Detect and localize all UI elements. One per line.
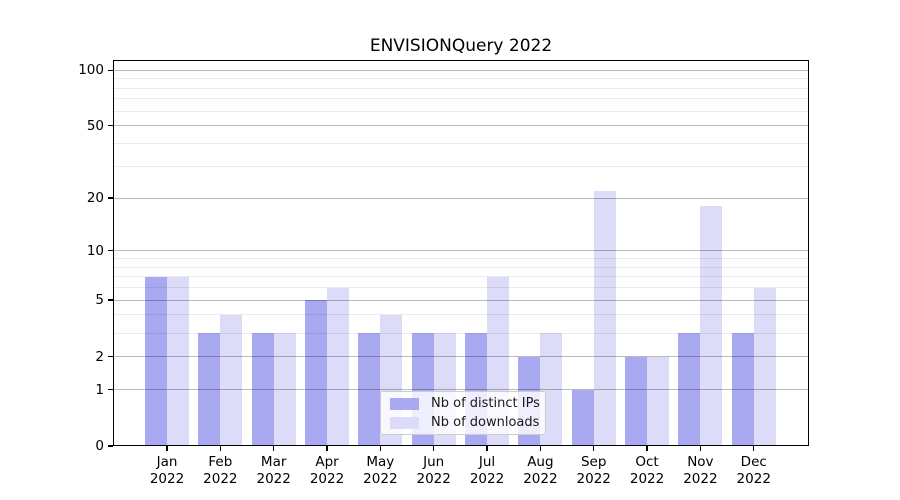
legend-swatch-distinct-ips <box>390 397 419 410</box>
x-tick-label: Jul 2022 <box>469 454 505 487</box>
bar-distinct-ips <box>731 333 754 446</box>
x-tick <box>433 446 435 451</box>
y-tick-label: 0 <box>95 438 104 454</box>
x-tick-label: Oct 2022 <box>629 454 665 487</box>
y-tick <box>107 299 113 301</box>
x-tick-label: Aug 2022 <box>523 454 558 487</box>
gridline-minor <box>113 87 809 89</box>
bar-downloads <box>700 206 723 446</box>
x-tick-label: Apr 2022 <box>309 454 345 487</box>
gridline-major <box>113 299 809 301</box>
y-tick-label: 10 <box>86 242 104 259</box>
x-tick <box>753 446 755 451</box>
x-tick <box>486 446 488 451</box>
bar-downloads <box>327 287 350 446</box>
gridline-major <box>113 69 809 71</box>
x-tick-label: Jan 2022 <box>149 454 185 487</box>
y-tick-label: 1 <box>95 381 104 398</box>
plot-area <box>113 60 809 446</box>
gridline-major <box>113 250 809 252</box>
y-tick-label: 2 <box>95 348 104 365</box>
y-tick-label: 50 <box>86 117 104 134</box>
x-tick <box>539 446 541 451</box>
legend-label-distinct-ips: Nb of distinct IPs <box>431 396 540 411</box>
bar-downloads <box>220 314 243 446</box>
x-tick-label: Jun 2022 <box>416 454 451 487</box>
bar-downloads <box>593 190 616 446</box>
x-tick-label: Mar 2022 <box>256 454 291 487</box>
gridline-minor <box>113 98 809 100</box>
gridline-minor <box>113 110 809 112</box>
x-tick <box>646 446 648 451</box>
y-tick <box>107 355 113 358</box>
bar-downloads <box>273 333 296 446</box>
bar-distinct-ips <box>358 333 381 446</box>
bar-distinct-ips <box>678 333 701 446</box>
x-tick <box>166 446 168 451</box>
bar-distinct-ips <box>251 333 274 446</box>
x-tick <box>273 446 275 451</box>
x-tick-label: May 2022 <box>363 454 398 487</box>
x-tick <box>699 446 701 451</box>
gridline-minor <box>113 287 809 289</box>
gridline-major <box>113 389 809 391</box>
bar-distinct-ips <box>198 333 221 446</box>
bar-distinct-ips <box>625 356 648 446</box>
gridline-minor <box>113 258 809 259</box>
y-tick-label: 5 <box>95 292 104 309</box>
x-tick <box>379 446 381 451</box>
gridline-minor <box>113 143 809 145</box>
legend-swatch-downloads <box>390 416 419 429</box>
bar-downloads <box>753 287 776 446</box>
bar-downloads <box>167 276 189 446</box>
bar-distinct-ips <box>145 276 167 446</box>
y-tick <box>107 197 113 199</box>
x-tick-label: Sep 2022 <box>576 454 611 487</box>
y-tick <box>107 250 113 252</box>
y-tick <box>107 125 113 127</box>
x-tick <box>326 446 328 451</box>
gridline-minor <box>113 165 809 167</box>
y-tick <box>107 388 113 391</box>
gridline-minor <box>113 332 809 334</box>
y-tick <box>107 69 113 71</box>
bar-distinct-ips <box>305 300 328 446</box>
x-tick <box>593 446 595 451</box>
gridline-major <box>113 356 809 358</box>
gridline-minor <box>113 266 809 268</box>
x-tick-label: Dec 2022 <box>736 454 771 487</box>
y-tick-label: 100 <box>78 62 104 79</box>
gridline-minor <box>113 78 809 80</box>
legend-item-downloads: Nb of downloads <box>390 415 540 430</box>
gridline-minor <box>113 276 809 278</box>
gridline-major <box>113 197 809 199</box>
legend: Nb of distinct IPs Nb of downloads <box>380 391 546 435</box>
gridline-major <box>113 125 809 127</box>
y-tick-label: 20 <box>86 190 104 207</box>
x-tick <box>219 446 221 451</box>
bar-downloads <box>647 356 670 446</box>
legend-label-downloads: Nb of downloads <box>431 415 540 430</box>
x-tick-label: Nov 2022 <box>683 454 718 487</box>
chart-title: ENVISIONQuery 2022 <box>369 36 553 56</box>
bar-distinct-ips <box>571 389 594 446</box>
gridline-minor <box>113 314 809 316</box>
x-tick-label: Feb 2022 <box>203 454 238 487</box>
y-tick <box>107 445 113 447</box>
legend-item-distinct-ips: Nb of distinct IPs <box>390 396 540 411</box>
